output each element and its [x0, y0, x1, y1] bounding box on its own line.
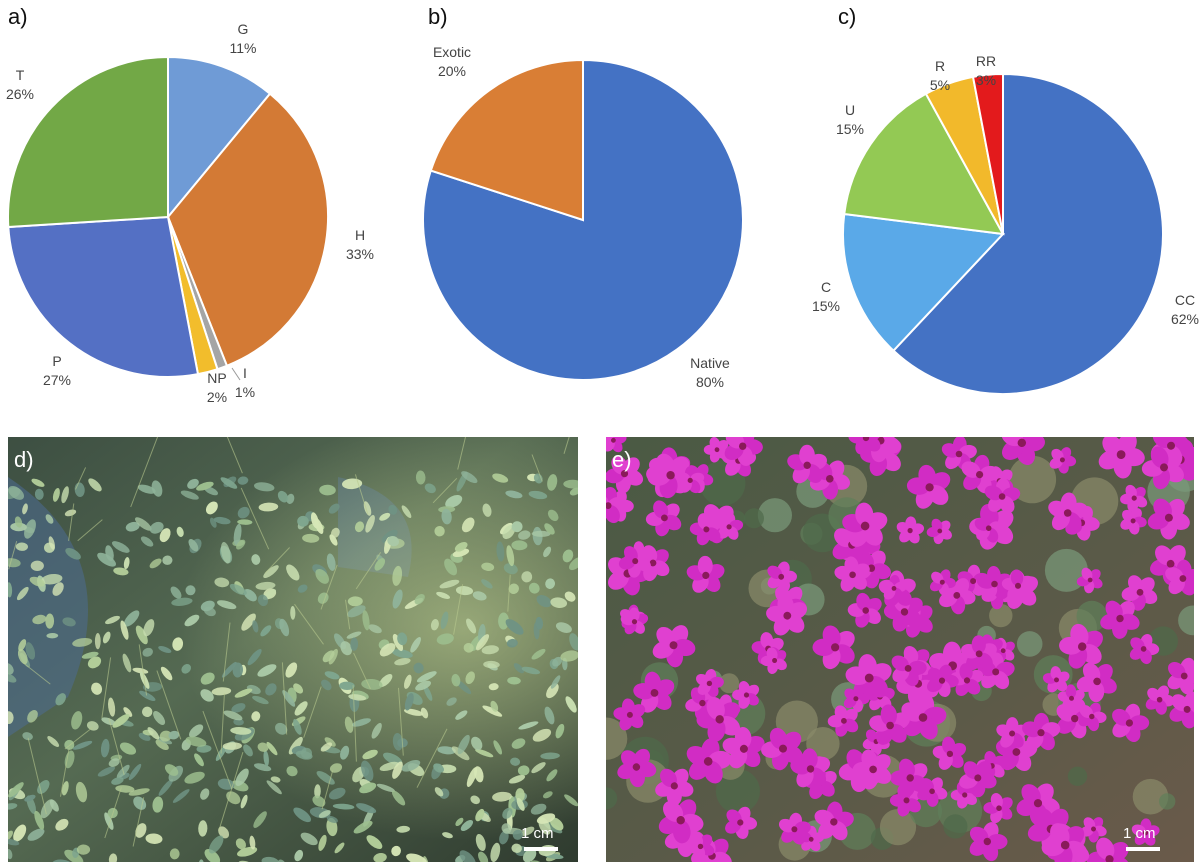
slice-label-native: Native 80% [690, 355, 730, 390]
panel-label-b: b) [428, 4, 448, 29]
pie-slice-p [7, 215, 200, 378]
panel-label-d: d) [14, 447, 34, 472]
pie-slice-t [7, 55, 169, 229]
slice-label-exotic: Exotic 20% [433, 44, 471, 79]
shrub-image [8, 437, 578, 862]
pie-chart-abundance: CC 62% C 15% U 15% R 5% RR 3% [812, 53, 1199, 395]
slice-label-t: T 26% [6, 67, 34, 102]
pie-slice-rr [971, 72, 1004, 235]
pie-chart-growth-form: G 11% H 33% I 1% NP 2% P 27% T 26% [6, 21, 374, 405]
slice-label-p: P 27% [43, 353, 71, 388]
photo-shrub: d) 1 cm [8, 437, 578, 862]
leader-line [231, 367, 241, 381]
slice-label-r: R 5% [930, 58, 950, 93]
pie-slice-c [842, 212, 1006, 353]
pie-slice-u [843, 92, 1005, 236]
slice-label-c: C 15% [812, 279, 840, 314]
pie-chart-origin: Native 80% Exotic 20% [422, 44, 744, 390]
panel-label-c: c) [838, 4, 857, 29]
panel-label-e: e) [612, 447, 632, 472]
slice-label-u: U 15% [836, 102, 864, 137]
panel-label-a: a) [8, 4, 28, 29]
pie-slice-cc [892, 72, 1164, 395]
slice-label-h: H 33% [346, 227, 374, 262]
pie-slice-g [167, 55, 272, 220]
slice-label-np: NP 2% [207, 370, 227, 405]
photo-flowers: e) 1 cm [606, 437, 1194, 862]
pie-charts: G 11% H 33% I 1% NP 2% P 27% T 26% Native 80% Exotic 2… [6, 21, 1199, 405]
scale-label-e: 1 cm [1123, 825, 1156, 842]
scale-bar-e [1126, 847, 1160, 851]
flowers-image [606, 437, 1194, 862]
slice-label-g: G 11% [230, 21, 257, 56]
pie-slice-exotic [429, 58, 584, 222]
scale-label-d: 1 cm [521, 825, 554, 842]
slice-label-cc: CC 62% [1171, 292, 1199, 327]
scale-bar-d [524, 847, 558, 851]
slice-label-i: I 1% [235, 365, 255, 400]
slice-label-rr: RR 3% [976, 53, 996, 88]
pie-slice-h [166, 92, 329, 368]
